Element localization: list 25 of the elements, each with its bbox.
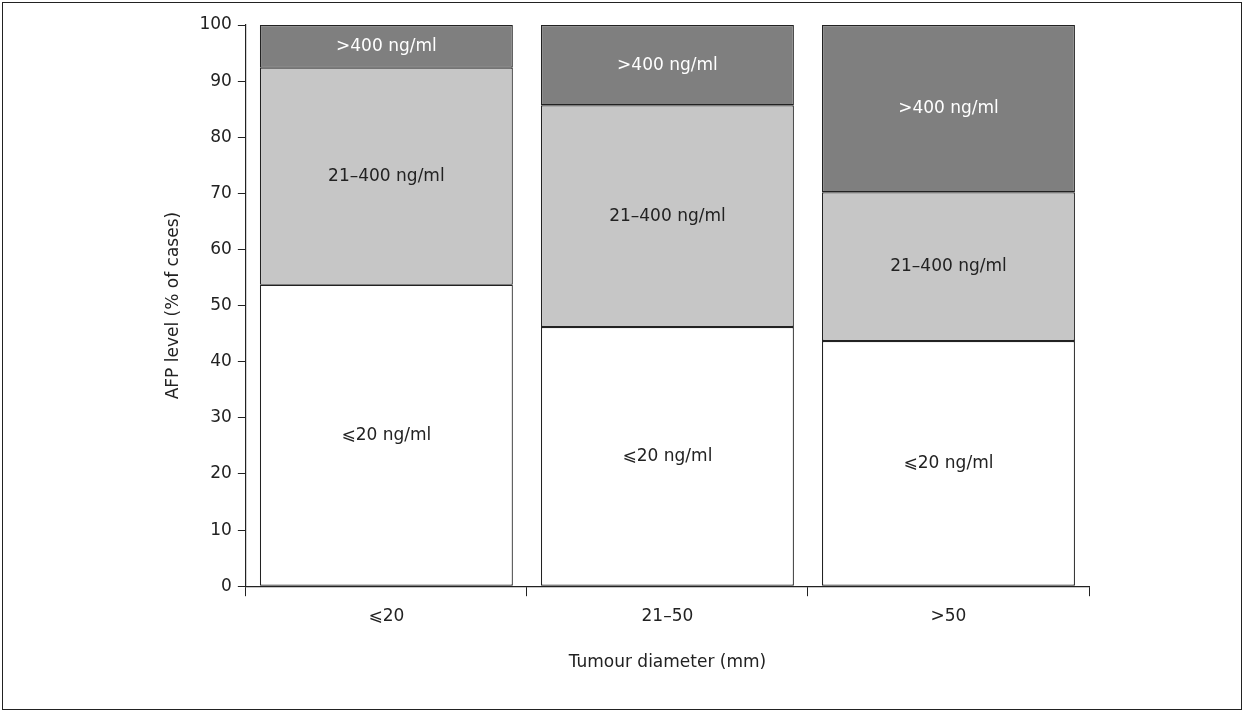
series-label: 21–400 ng/ml — [890, 255, 1007, 276]
y-tick-label: 30 — [210, 406, 232, 427]
y-tick-label: 90 — [210, 69, 232, 90]
y-tick-label: 100 — [199, 13, 232, 34]
series-label: ⩽20 ng/ml — [903, 451, 994, 472]
text: ⩽20 ng/ml — [622, 444, 713, 465]
x-axis-title: Tumour diameter (mm) — [567, 651, 767, 672]
y-tick-label: 20 — [210, 462, 232, 483]
text: 21–400 ng/ml — [328, 164, 445, 185]
text: >400 ng/ml — [617, 53, 718, 74]
y-tick-label: 60 — [210, 237, 232, 258]
y-tick-label: 10 — [210, 518, 232, 539]
text: 21–400 ng/ml — [609, 204, 726, 225]
x-tick-label: 21–50 — [641, 604, 694, 625]
y-tick-label: 50 — [210, 294, 232, 315]
y-tick-label: 40 — [210, 350, 232, 371]
text: >400 ng/ml — [898, 97, 999, 118]
y-axis-title: AFP level (% of cases) — [161, 211, 182, 400]
y-tick-label: 80 — [210, 125, 232, 146]
text: ⩽20 ng/ml — [341, 423, 432, 444]
x-tick-label: >50 — [930, 604, 967, 625]
series-label: >400 ng/ml — [336, 34, 437, 55]
y-tick-label: 70 — [210, 181, 232, 202]
y-tick-label: 0 — [221, 574, 232, 595]
x-tick-label: ⩽20 — [368, 604, 405, 625]
